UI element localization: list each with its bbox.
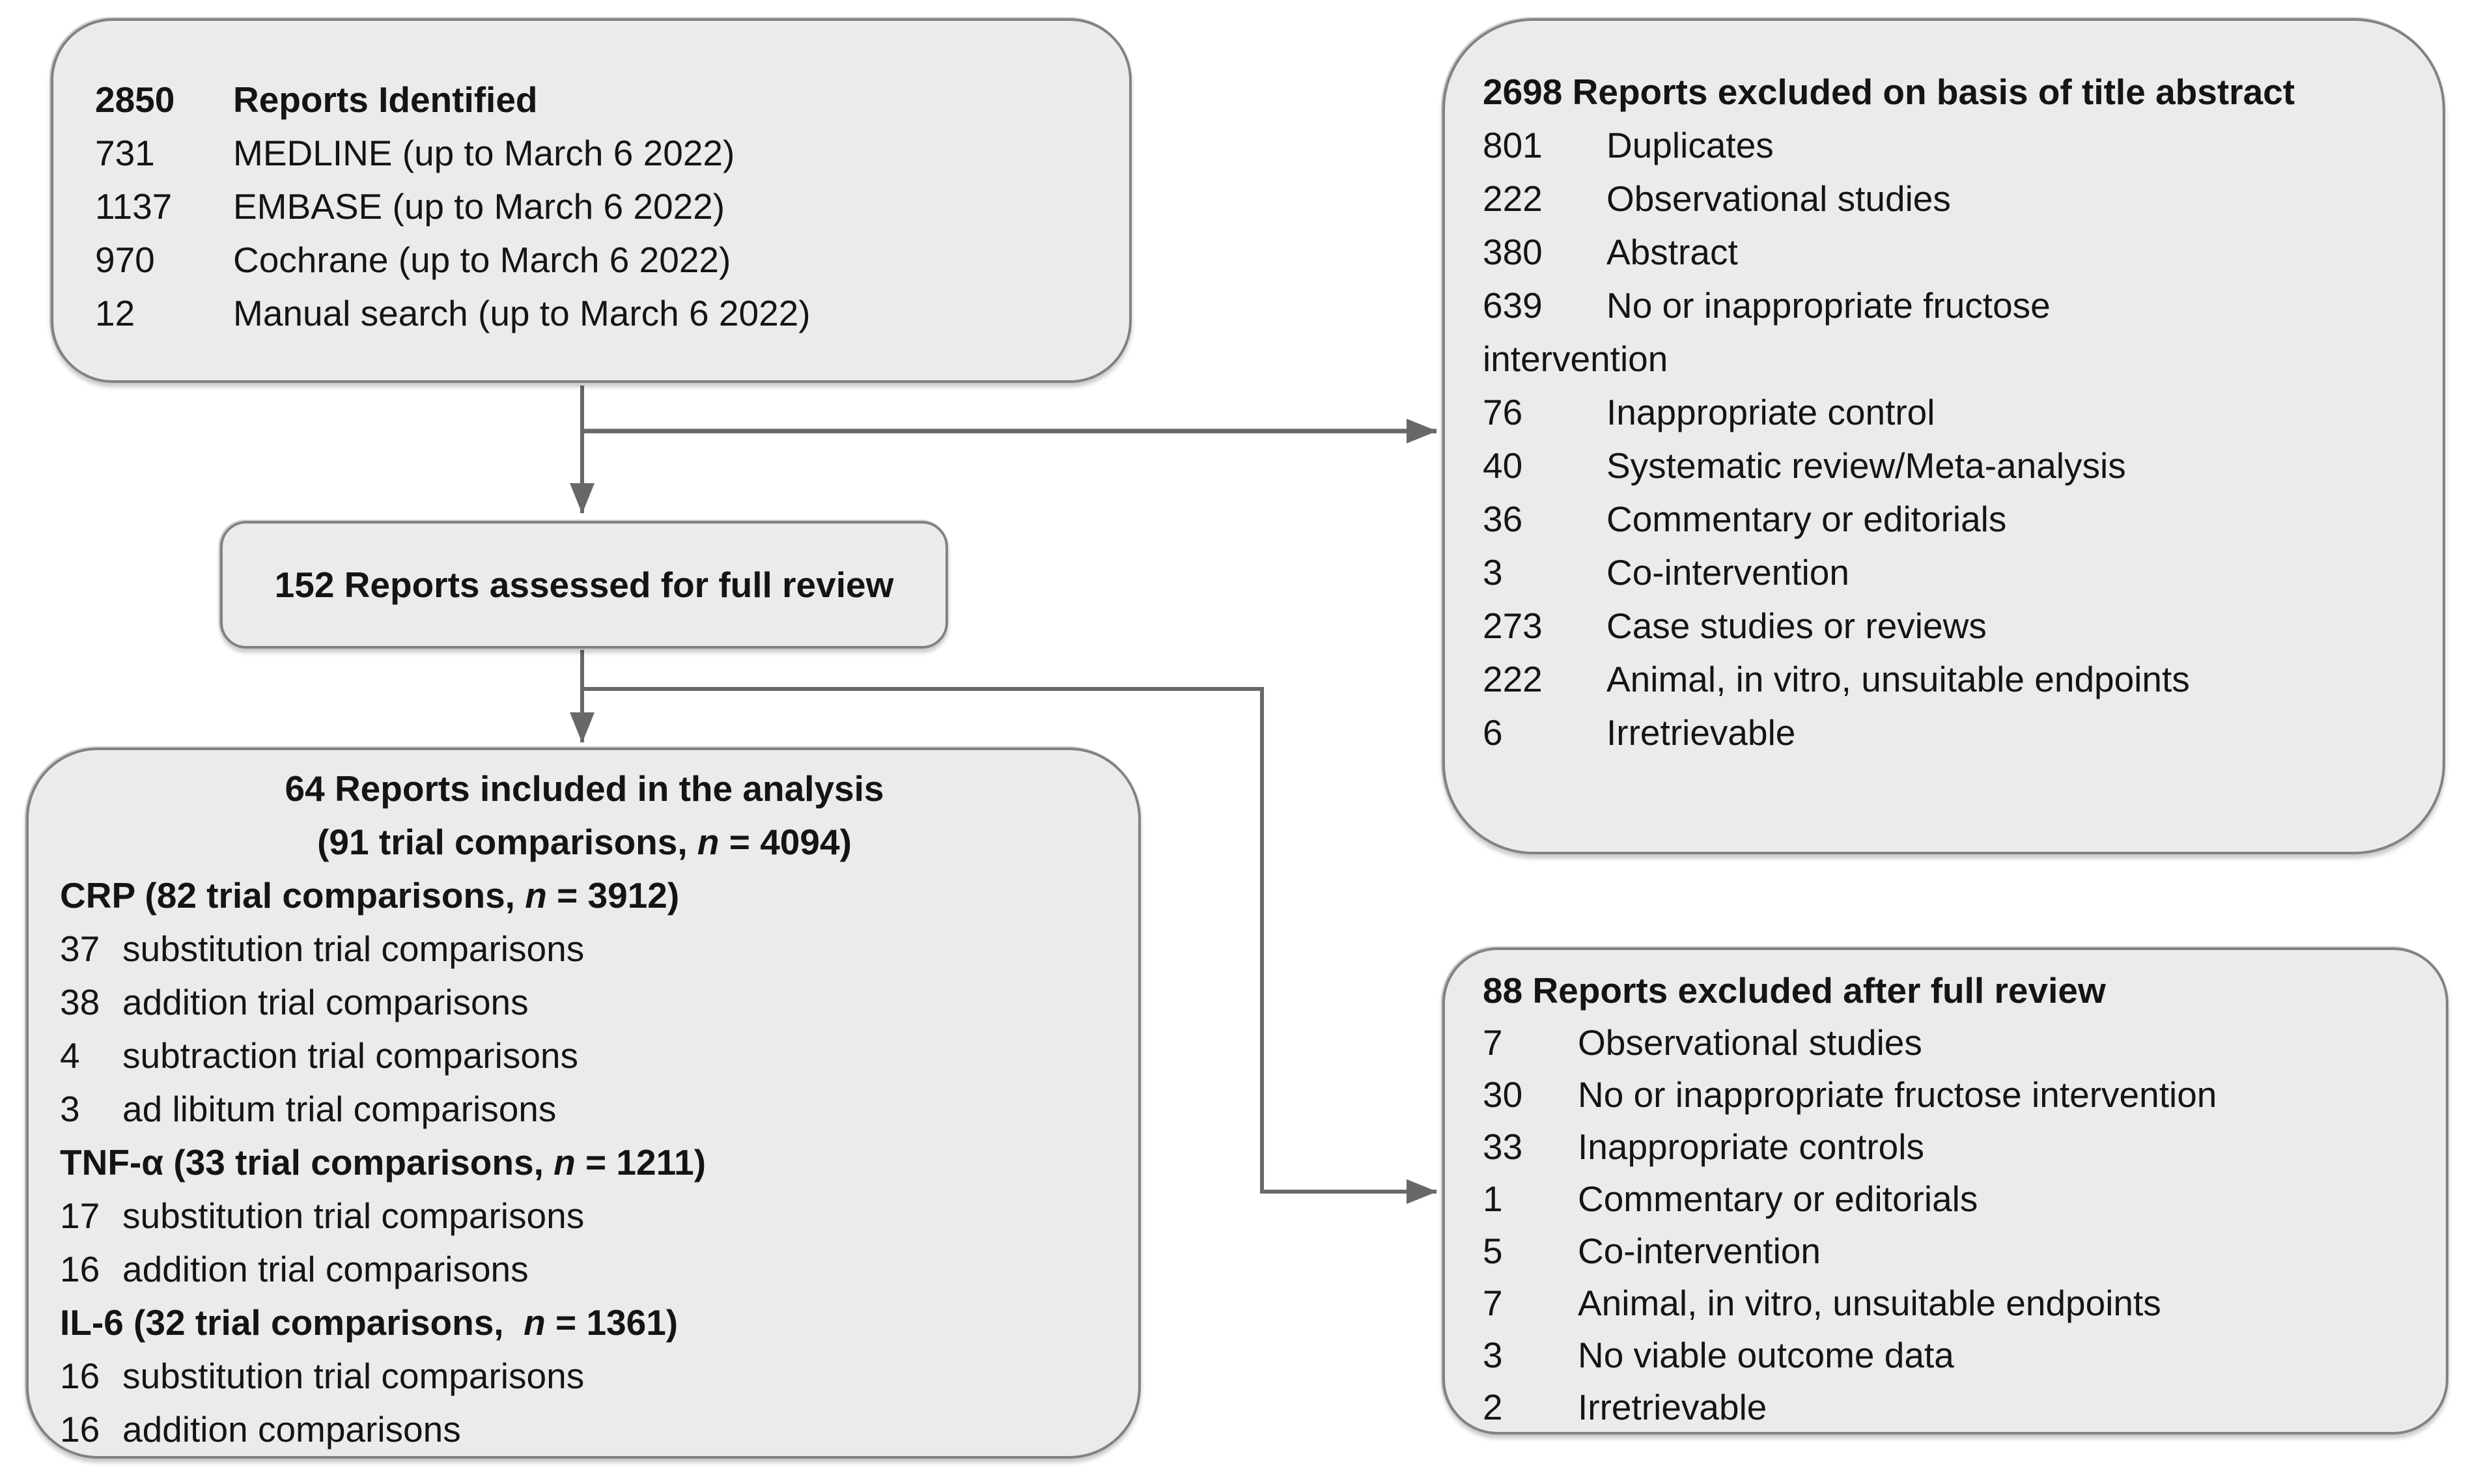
il6-row-substitution: 16 substitution trial comparisons [60,1356,585,1396]
crp-row-adlibitum: 3 ad libitum trial comparisons [60,1089,557,1129]
exclusion-row-abstract: 380 Abstract [1483,232,1738,272]
identified-title-row: 2850 Reports Identified [95,73,1103,126]
excluded-title-abstract-heading: 2698 Reports excluded on basis of title … [1483,72,2295,112]
included-title-line2: (91 trial comparisons, n = 4094) [317,822,852,862]
exclusion-row-cointervention: 3 Co-intervention [1483,552,1849,593]
exclusion-row-systematic-review: 40 Systematic review/Meta-analysis [1483,445,2126,486]
crp-row-addition: 38 addition trial comparisons [60,982,529,1022]
crp-row-substitution: 37 substitution trial comparisons [60,929,585,969]
full-exclusion-row-commentary: 1 Commentary or editorials [1483,1179,1978,1219]
exclusion-row-commentary: 36 Commentary or editorials [1483,499,2007,539]
exclusion-row-fructose-line2: intervention [1483,339,1668,379]
tnf-row-addition: 16 addition trial comparisons [60,1249,529,1289]
box-included-analysis: 64 Reports included in the analysis (91 … [26,748,1141,1459]
crp-row-subtraction: 4 subtraction trial comparisons [60,1035,579,1076]
source-row-manual: 12 Manual search (up to March 6 2022) [95,293,811,333]
box-reports-identified: 2850 Reports Identified 731 MEDLINE (up to… [51,18,1132,383]
box-assessed-full-review: 152 Reports assessed for full review [220,521,948,649]
source-row-embase: 1137 EMBASE (up to March 6 2022) [95,186,725,227]
full-exclusion-row-animal: 7 Animal, in vitro, unsuitable endpoints [1483,1283,2161,1323]
exclusion-row-duplicates: 801 Duplicates [1483,125,1774,165]
full-exclusion-row-fructose: 30 No or inappropriate fructose intervent… [1483,1074,2217,1115]
full-exclusion-row-irretrievable: 2 Irretrievable [1483,1387,1767,1427]
included-title-line1: 64 Reports included in the analysis [285,768,884,809]
exclusion-row-inappropriate-control: 76 Inappropriate control [1483,392,1935,432]
source-row-cochrane: 970 Cochrane (up to March 6 2022) [95,240,731,280]
full-exclusion-row-cointervention: 5 Co-intervention [1483,1231,1821,1271]
excluded-full-review-heading: 88 Reports excluded after full review [1483,970,2106,1011]
exclusion-row-animal: 222 Animal, in vitro, unsuitable endpoint… [1483,659,2190,699]
il6-header: IL-6 (32 trial comparisons, n = 1361) [60,1302,679,1343]
tnf-header: TNF-α (33 trial comparisons, n = 1211) [60,1142,707,1183]
crp-header: CRP (82 trial comparisons, n = 3912) [60,875,680,916]
assessed-title: 152 Reports assessed for full review [274,565,894,605]
full-exclusion-row-controls: 33 Inappropriate controls [1483,1127,1924,1167]
exclusion-row-irretrievable: 6 Irretrievable [1483,712,1796,753]
exclusion-row-fructose-line1: 639 No or inappropriate fructose [1483,285,2051,326]
source-row-medline: 731 MEDLINE (up to March 6 2022) [95,133,735,173]
exclusion-row-observational: 222 Observational studies [1483,178,1951,219]
full-exclusion-row-no-outcome: 3 No viable outcome data [1483,1335,1954,1375]
exclusion-row-case-studies: 273 Case studies or reviews [1483,606,1987,646]
tnf-row-substitution: 17 substitution trial comparisons [60,1196,585,1236]
il6-row-addition: 16 addition comparisons [60,1409,461,1449]
box-excluded-title-abstract: 2698 Reports excluded on basis of title … [1442,18,2445,854]
identified-title: Reports Identified [233,79,538,120]
full-exclusion-row-observational: 7 Observational studies [1483,1022,1922,1063]
identified-total-count: 2850 [95,79,175,120]
